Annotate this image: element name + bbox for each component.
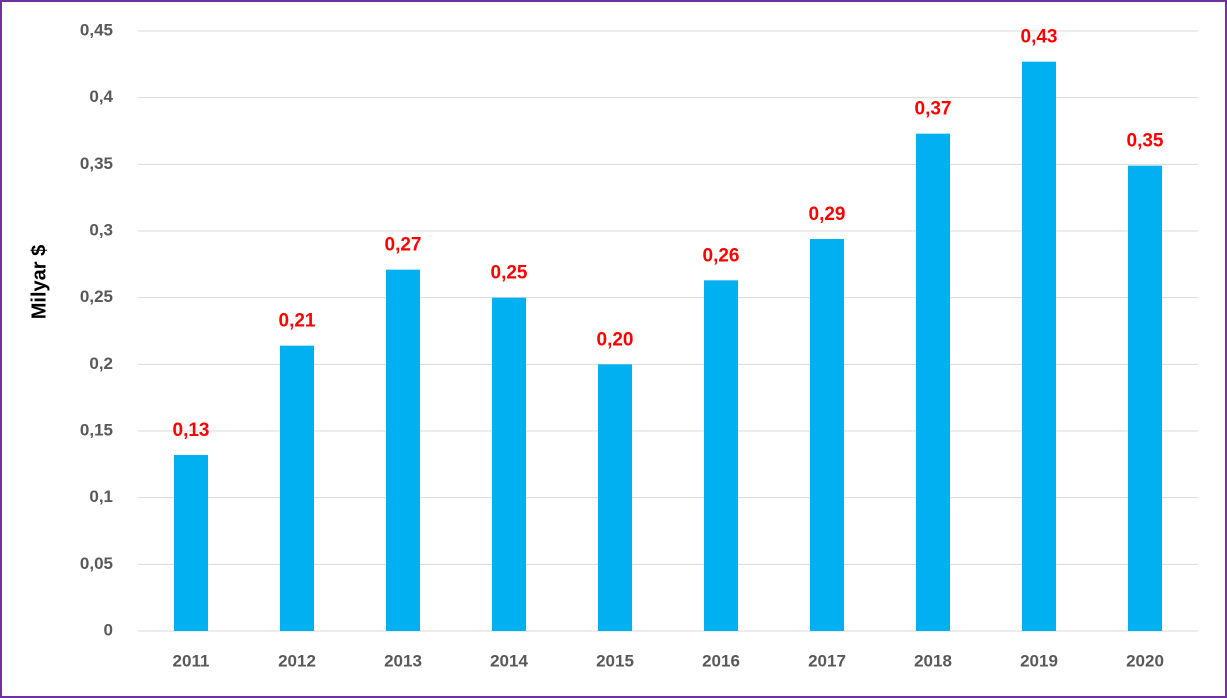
data-label: 0,37 [915,99,952,120]
y-tick-label: 0,3 [89,220,113,239]
data-label: 0,43 [1021,27,1058,48]
data-label: 0,27 [385,235,422,256]
data-label: 0,26 [703,245,740,266]
x-tick-label: 2011 [173,651,210,670]
bar [810,239,844,631]
x-tick-label: 2019 [1020,651,1058,670]
y-tick-label: 0,45 [80,20,113,39]
data-label: 0,35 [1127,131,1164,152]
data-label: 0,21 [279,311,316,332]
y-axis-label: Milyar $ [28,245,50,319]
y-tick-label: 0,4 [89,87,113,106]
y-tick-label: 0,15 [80,420,113,439]
data-label: 0,20 [597,329,634,350]
bar [280,345,314,631]
bar [174,455,208,631]
y-tick-label: 0 [104,620,113,639]
bar [1128,165,1162,631]
x-tick-label: 2016 [702,651,740,670]
bar [916,133,950,631]
x-tick-label: 2015 [596,651,634,670]
bar [598,364,632,631]
data-label: 0,25 [491,263,528,284]
x-tick-label: 2012 [278,651,316,670]
y-tick-label: 0,1 [89,487,113,506]
x-tick-label: 2018 [914,651,952,670]
bar [386,269,420,631]
y-tick-label: 0,35 [80,154,113,173]
y-tick-label: 0,05 [80,554,113,573]
data-label: 0,29 [809,204,846,225]
x-tick-label: 2013 [384,651,422,670]
data-label: 0,13 [173,420,210,441]
x-tick-label: 2014 [490,651,528,670]
bar [492,297,526,631]
y-tick-label: 0,25 [80,287,113,306]
x-tick-label: 2017 [808,651,846,670]
bar [704,280,738,631]
y-tick-label: 0,2 [89,354,113,373]
bar [1022,61,1056,631]
x-tick-label: 2020 [1126,651,1164,670]
